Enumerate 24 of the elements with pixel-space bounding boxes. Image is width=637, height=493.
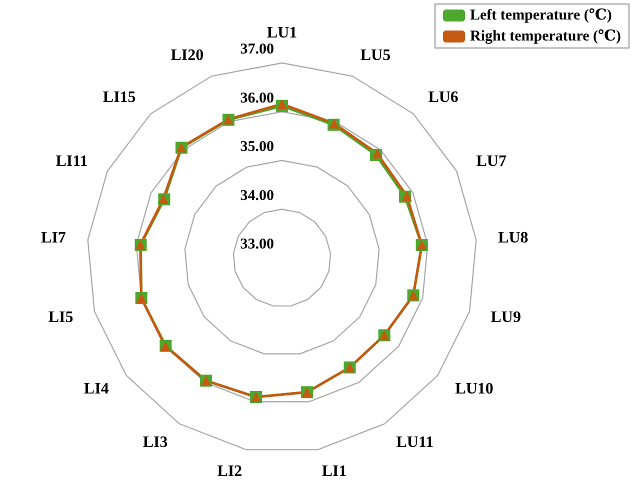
spoke-label: LI3 bbox=[142, 434, 168, 451]
spoke-label: LU8 bbox=[498, 229, 528, 246]
spoke-label: LU6 bbox=[428, 89, 458, 106]
spoke-label: LU11 bbox=[396, 434, 434, 451]
y-tick-label: 34.00 bbox=[240, 188, 274, 204]
y-tick-label: 35.00 bbox=[240, 139, 274, 155]
legend-label: Right temperature (℃) bbox=[470, 28, 622, 44]
spoke-label: LI20 bbox=[170, 47, 204, 64]
spoke-label: LI1 bbox=[322, 462, 347, 480]
spoke-label: LU9 bbox=[490, 308, 521, 326]
spoke-label: LU7 bbox=[476, 152, 506, 170]
spoke-label: LI2 bbox=[217, 462, 242, 480]
spoke-label: LU1 bbox=[266, 24, 298, 42]
spoke-label: LI15 bbox=[102, 89, 136, 106]
y-tick-label: 36.00 bbox=[240, 90, 274, 106]
y-tick-label: 37.00 bbox=[240, 42, 274, 58]
spoke-label: LI11 bbox=[56, 152, 88, 170]
spoke-label: LU5 bbox=[360, 47, 391, 64]
legend-label: Left temperature (℃) bbox=[470, 8, 612, 24]
spoke-label: LI7 bbox=[41, 229, 66, 246]
spoke-label: LI4 bbox=[84, 380, 109, 398]
spoke-label: LI5 bbox=[48, 308, 74, 326]
spoke-label: LU10 bbox=[455, 380, 494, 398]
y-tick-label: 33.00 bbox=[240, 236, 274, 252]
